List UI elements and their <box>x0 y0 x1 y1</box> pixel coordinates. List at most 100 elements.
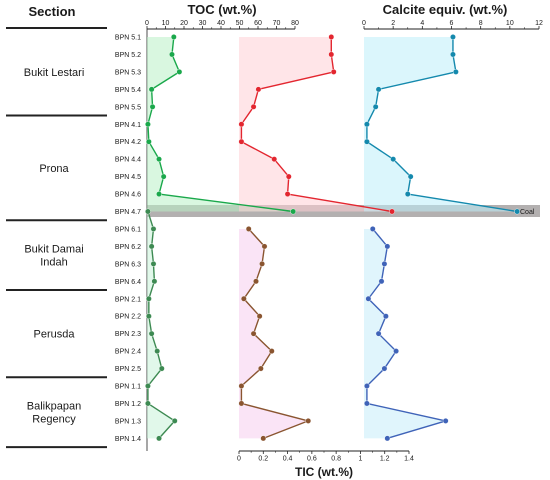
tic-tick-label: 0 <box>237 456 241 463</box>
toc_upper-point <box>290 208 297 215</box>
toc_upper-point <box>160 173 167 180</box>
tic_upper-point <box>328 34 335 40</box>
tic_lower-point <box>261 243 268 250</box>
tic_lower-shade <box>239 228 309 439</box>
tic-tick-label: 0.2 <box>258 456 268 463</box>
toc_upper-point <box>156 156 162 163</box>
calcite_lower-point <box>378 278 385 285</box>
toc_lower-point <box>145 295 152 302</box>
toc-tick-label: 10 <box>162 20 170 27</box>
calcite_lower-point <box>381 365 388 372</box>
calcite_lower-shade <box>364 228 446 439</box>
tic_lower-point <box>245 226 252 232</box>
toc_lower-point <box>171 417 178 424</box>
sample-label-bpn-5-3: BPN 5.3 <box>115 69 141 76</box>
toc_lower-line <box>147 211 176 439</box>
tic-tick-label: 1.4 <box>404 456 414 463</box>
tic_lower-point <box>257 365 264 372</box>
calcite-tick-label: 8 <box>479 20 483 27</box>
sample-label-bpn-2-1: BPN 2.1 <box>115 296 141 303</box>
calcite_lower-point <box>365 295 372 302</box>
tic_lower-point <box>260 435 267 442</box>
section-labels: Bukit Lestari Prona Bukit Damai Indah Perusd… <box>24 67 85 426</box>
sample-label-bpn-5-5: BPN 5.5 <box>115 104 141 111</box>
axes: 0 10 20 30 40 50 60 70 80 0 2 4 6 8 10 12 0 0.2 0.4 0.6 0.8 1… <box>145 20 543 463</box>
calcite_lower-point <box>393 348 399 354</box>
tic_upper-point <box>250 103 257 110</box>
toc_upper-point <box>148 86 155 93</box>
toc_upper-point <box>145 121 151 128</box>
sample-label-bpn-1-3: BPN 1.3 <box>115 418 141 425</box>
sample-labels: BPN 5.1 BPN 5.2 BPN 5.3 BPN 5.4 BPN 5.5 BPN 4… <box>115 35 141 443</box>
calcite-axis-title: Calcite equiv. (wt.%) <box>383 2 508 17</box>
calcite-tick-label: 10 <box>506 20 514 27</box>
calcite_lower-point <box>384 435 391 442</box>
toc-tick-label: 0 <box>145 20 149 27</box>
sample-label-bpn-5-4: BPN 5.4 <box>115 87 141 94</box>
sample-label-bpn-1-1: BPN 1.1 <box>115 384 141 391</box>
tic_lower-point <box>238 400 245 407</box>
tic-tick-label: 1 <box>358 456 362 463</box>
toc_lower-shade <box>147 211 175 439</box>
toc_upper-point <box>176 69 183 75</box>
toc-tick-label: 40 <box>217 20 225 27</box>
toc_lower-point <box>145 400 151 407</box>
calcite_lower-point <box>382 313 389 320</box>
sample-label-bpn-2-5: BPN 2.5 <box>115 366 141 373</box>
calcite-tick-label: 4 <box>420 20 424 27</box>
tic-tick-label: 0.6 <box>307 456 317 463</box>
toc-tick-label: 20 <box>180 20 188 27</box>
sample-label-bpn-5-2: BPN 5.2 <box>115 52 141 59</box>
calcite_lower-point <box>442 417 449 424</box>
toc-tick-label: 70 <box>273 20 281 27</box>
tic-tick-label: 0.4 <box>283 456 293 463</box>
tic_lower-point <box>240 295 247 302</box>
toc_upper-shade <box>147 37 294 212</box>
tic_upper-point <box>238 138 245 145</box>
toc_upper-point <box>170 34 177 40</box>
toc_lower-point <box>145 383 151 389</box>
calcite_lower-point <box>364 400 370 407</box>
headers: TOC (wt.%) Calcite equiv. (wt.%) TIC (wt… <box>187 2 507 479</box>
series-shading <box>147 37 518 439</box>
tic_lower-point <box>250 330 257 337</box>
sample-label-bpn-4-6: BPN 4.6 <box>115 192 141 199</box>
calcite-tick-label: 6 <box>450 20 454 27</box>
sample-label-bpn-1-2: BPN 1.2 <box>115 401 141 408</box>
calcite_lower-point <box>375 330 382 337</box>
tic_upper-point <box>330 69 337 75</box>
calcite_upper-point <box>452 69 459 75</box>
calcite_upper-point <box>404 191 411 197</box>
calcite_upper-point <box>364 121 370 128</box>
sample-label-bpn-6-2: BPN 6.2 <box>115 244 141 251</box>
sample-label-bpn-1-4: BPN 1.4 <box>115 436 141 443</box>
calcite_upper-shade <box>364 37 518 212</box>
sample-label-bpn-4-1: BPN 4.1 <box>115 122 141 129</box>
calcite-tick-label: 12 <box>535 20 543 27</box>
toc_upper-point <box>149 103 156 110</box>
series-points <box>145 34 521 442</box>
tic_upper-point <box>389 208 395 215</box>
calcite_upper-point <box>450 51 456 58</box>
calcite-tick-label: 0 <box>362 20 366 27</box>
sample-label-bpn-2-4: BPN 2.4 <box>115 349 141 356</box>
section-label-balikpapan-regency: Balikpapan Regency <box>27 401 81 426</box>
toc-axis-title: TOC (wt.%) <box>187 2 256 17</box>
toc-tick-label: 30 <box>199 20 207 27</box>
tic_lower-point <box>268 348 275 354</box>
toc_lower-point <box>158 365 165 372</box>
calcite_lower-point <box>364 383 370 389</box>
tic_upper-point <box>271 156 278 163</box>
calcite_upper-point <box>407 173 414 180</box>
section-label-prona: Prona <box>39 163 69 175</box>
tic_lower-point <box>259 260 265 267</box>
sample-label-bpn-2-2: BPN 2.2 <box>115 314 141 321</box>
toc_lower-point <box>156 435 162 442</box>
tic_upper-point <box>238 121 245 128</box>
calcite_lower-point <box>381 260 388 267</box>
tic_lower-point <box>253 278 259 285</box>
toc_lower-point <box>145 313 152 320</box>
toc_lower-point <box>145 208 151 215</box>
section-label-bukit-lestari: Bukit Lestari <box>24 67 85 79</box>
toc_lower-point <box>151 278 158 285</box>
